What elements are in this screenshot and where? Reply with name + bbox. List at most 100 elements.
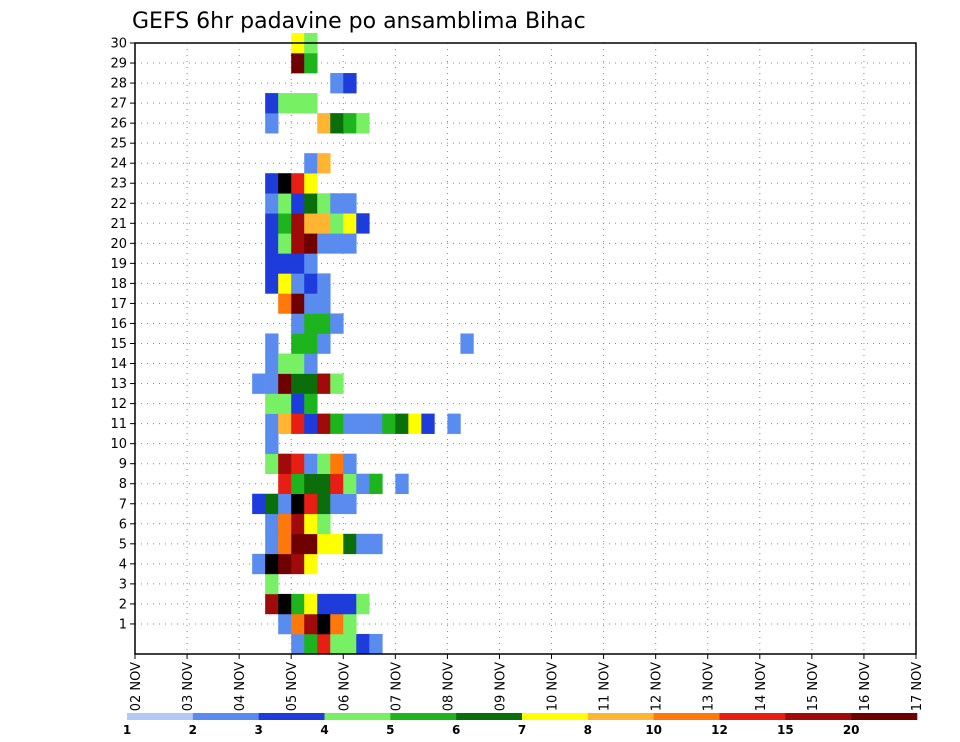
data-cell	[291, 373, 305, 394]
data-cell	[330, 493, 344, 515]
data-cell	[291, 593, 305, 615]
x-tick-label: 03 NOV	[181, 662, 196, 711]
data-cell	[265, 353, 279, 374]
legend-label: 6	[452, 723, 460, 737]
data-cell	[291, 333, 305, 354]
data-cell	[265, 213, 279, 234]
data-cell	[291, 253, 305, 274]
data-cell	[317, 193, 331, 214]
data-cell	[317, 593, 331, 615]
data-cell	[304, 213, 318, 234]
legend-swatch	[785, 713, 852, 720]
y-tick-label: 24	[110, 157, 127, 172]
y-tick-label: 17	[110, 297, 127, 312]
data-cell	[356, 473, 370, 495]
data-cell	[330, 313, 344, 334]
y-tick-label: 30	[110, 37, 127, 52]
data-cell	[343, 533, 357, 555]
legend-label: 8	[584, 723, 592, 737]
data-cell	[330, 213, 344, 234]
data-cell	[304, 173, 318, 194]
data-cell	[291, 553, 305, 575]
data-cell	[278, 513, 292, 535]
data-cell	[278, 533, 292, 555]
x-tick-label: 14 NOV	[754, 662, 769, 711]
data-cell	[408, 413, 422, 434]
data-cell	[317, 373, 331, 394]
chart-title: GEFS 6hr padavine po ansamblima Bihac	[132, 9, 586, 34]
data-cell	[330, 453, 344, 475]
data-cell	[291, 273, 305, 294]
data-cell	[278, 213, 292, 234]
data-cell	[278, 453, 292, 475]
data-cell	[317, 473, 331, 495]
data-cell	[369, 633, 383, 655]
data-cell	[278, 613, 292, 635]
data-cell	[330, 193, 344, 214]
data-cell	[265, 433, 279, 454]
data-cell	[265, 553, 279, 575]
data-cell	[304, 273, 318, 294]
data-cell	[265, 113, 279, 134]
data-cell	[343, 413, 357, 434]
legend-swatch	[258, 713, 325, 720]
data-cell	[356, 113, 370, 134]
x-tick-label: 15 NOV	[806, 662, 821, 711]
data-cell	[343, 73, 357, 94]
legend-label: 2	[189, 723, 197, 737]
data-cell	[304, 493, 318, 515]
legend-swatch	[192, 713, 259, 720]
data-cell	[330, 413, 344, 434]
data-cell	[278, 593, 292, 615]
data-cell	[369, 473, 383, 495]
data-cell	[304, 593, 318, 615]
data-cell	[343, 633, 357, 655]
data-cell	[278, 353, 292, 374]
legend-label: 15	[777, 723, 794, 737]
data-cell	[291, 213, 305, 234]
data-cell	[265, 193, 279, 214]
data-cell	[291, 93, 305, 114]
data-cell	[330, 373, 344, 394]
data-cell	[291, 393, 305, 414]
y-tick-label: 11	[110, 417, 127, 432]
y-tick-label: 10	[110, 437, 127, 452]
data-cell	[252, 373, 266, 394]
data-cell	[278, 93, 292, 114]
data-cell	[291, 633, 305, 655]
x-tick-label: 17 NOV	[910, 662, 925, 711]
data-cell	[317, 533, 331, 555]
data-cell	[304, 613, 318, 635]
data-cell	[343, 613, 357, 635]
data-cell	[304, 233, 318, 254]
data-cell	[460, 333, 474, 354]
data-cell	[291, 613, 305, 635]
data-cell	[356, 413, 370, 434]
data-cell	[317, 613, 331, 635]
y-tick-label: 18	[110, 277, 127, 292]
data-cell	[343, 593, 357, 615]
x-tick-label: 10 NOV	[546, 662, 561, 711]
y-tick-label: 3	[119, 577, 127, 592]
x-tick-label: 11 NOV	[598, 662, 613, 711]
data-cell	[317, 313, 331, 334]
data-cell	[265, 333, 279, 354]
data-cell	[317, 113, 331, 134]
data-cell	[369, 533, 383, 555]
data-cell	[278, 373, 292, 394]
y-tick-label: 1	[119, 617, 127, 632]
data-cell	[395, 473, 409, 495]
y-tick-label: 8	[119, 477, 127, 492]
x-tick-label: 07 NOV	[389, 662, 404, 711]
y-tick-label: 16	[110, 317, 127, 332]
y-tick-label: 26	[110, 117, 127, 132]
data-cell	[265, 413, 279, 434]
legend-label: 4	[320, 723, 328, 737]
data-cell	[304, 333, 318, 354]
legend-swatch	[127, 713, 194, 720]
data-cell	[317, 633, 331, 655]
data-cell	[304, 553, 318, 575]
data-cell	[278, 413, 292, 434]
x-tick-label: 06 NOV	[337, 662, 352, 711]
